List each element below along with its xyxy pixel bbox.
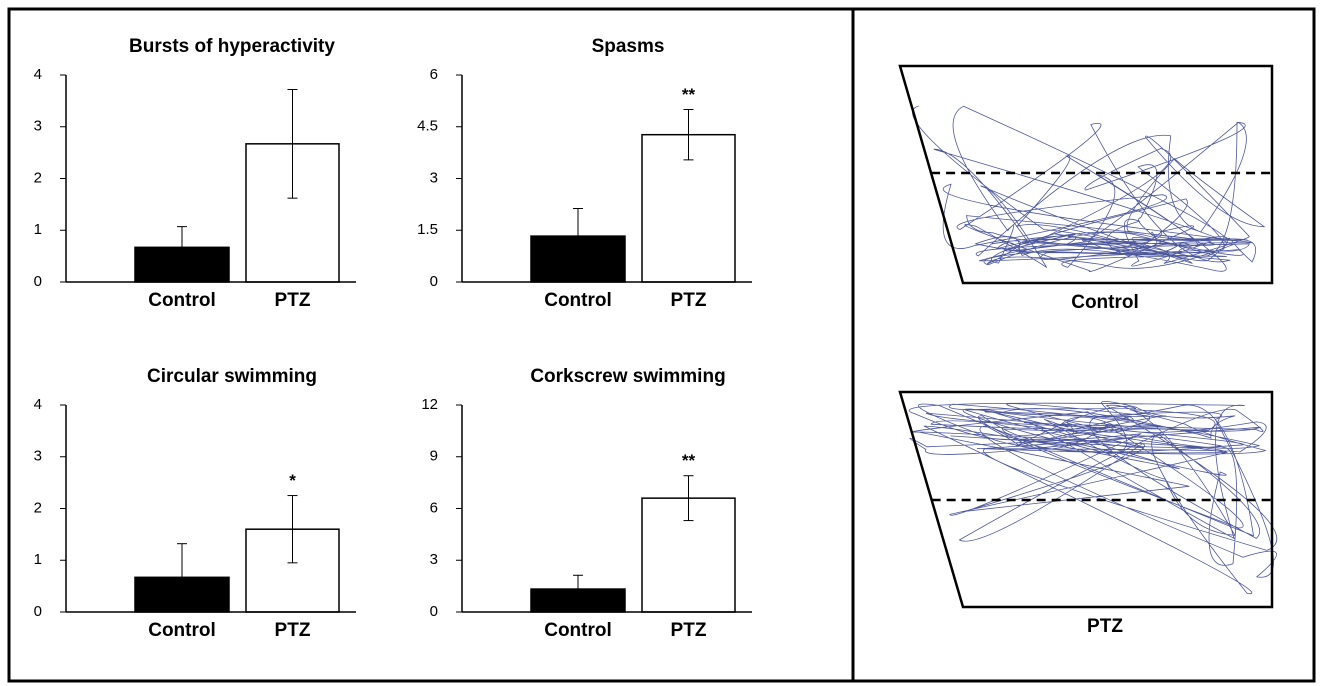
chart-title: Circular swimming [147, 366, 317, 387]
y-tick-label: 1.5 [417, 221, 438, 238]
tank-label: Control [1071, 292, 1139, 313]
y-tick-label: 12 [421, 396, 438, 413]
tank-label: PTZ [1087, 616, 1123, 637]
significance: ** [682, 85, 696, 104]
y-tick-label: 3 [34, 448, 42, 465]
significance: ** [682, 451, 696, 470]
y-tick-label: 4.5 [417, 118, 438, 135]
x-tick-label: Control [544, 620, 612, 641]
y-tick-label: 4 [34, 66, 42, 83]
tank-outline [898, 390, 1274, 609]
chart-title: Spasms [592, 36, 665, 57]
frame [7, 7, 1316, 683]
bar [641, 133, 736, 283]
swim-trace [908, 401, 1278, 595]
y-tick-label: 0 [430, 273, 438, 290]
x-tick-label: Control [544, 290, 612, 311]
y-tick-label: 6 [430, 499, 438, 516]
y-tick-label: 3 [430, 551, 438, 568]
swim-trace [912, 105, 1266, 272]
y-tick-label: 1 [34, 221, 42, 238]
x-tick-label: PTZ [275, 290, 311, 311]
significance: * [289, 471, 296, 490]
x-tick-label: Control [148, 290, 216, 311]
tank: PTZ [898, 390, 1278, 637]
y-tick-label: 3 [430, 169, 438, 186]
x-tick-label: PTZ [671, 620, 707, 641]
y-tick-label: 0 [34, 273, 42, 290]
y-tick-label: 2 [34, 499, 42, 516]
x-tick-label: Control [148, 620, 216, 641]
y-tick-label: 0 [34, 603, 42, 620]
tank: Control [898, 64, 1274, 313]
y-tick-label: 1 [34, 551, 42, 568]
y-tick-label: 6 [430, 66, 438, 83]
chart-title: Bursts of hyperactivity [129, 36, 335, 57]
y-tick-label: 9 [430, 448, 438, 465]
x-tick-label: PTZ [671, 290, 707, 311]
tank-outline [898, 64, 1274, 285]
y-tick-label: 4 [34, 396, 42, 413]
y-tick-label: 0 [430, 603, 438, 620]
y-tick-label: 3 [34, 118, 42, 135]
x-tick-label: PTZ [275, 620, 311, 641]
chart-title: Corkscrew swimming [530, 366, 725, 387]
y-tick-label: 2 [34, 169, 42, 186]
